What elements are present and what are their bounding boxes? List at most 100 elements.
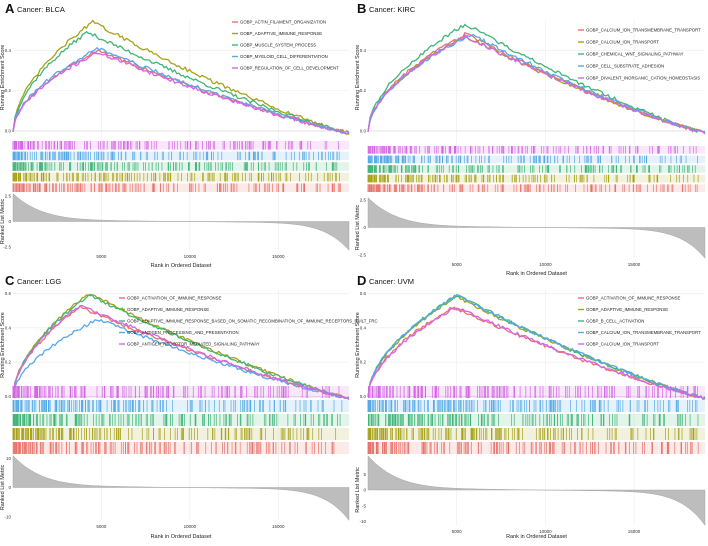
y-tick-label: 0.0	[360, 394, 367, 399]
y-tick-label: 0.6	[5, 291, 12, 296]
y-tick-label: 0.2	[5, 88, 12, 93]
es-curve	[12, 305, 350, 400]
y-axis-label: Running Enrichment Score	[0, 312, 6, 378]
panel-letter: A	[5, 1, 15, 16]
legend-label: GOBP_CALCIUM_ION_TRANSPORT	[586, 40, 659, 45]
x-tick-label: 10000	[539, 262, 552, 267]
y-tick-label: 0.2	[360, 88, 367, 93]
hit-strip-bg	[368, 386, 705, 398]
x-axis-label: Rank in Ordered Dataset	[506, 271, 567, 277]
metric-tick-label: 0	[8, 219, 11, 224]
y-tick-label: 0.2	[5, 360, 12, 365]
metric-axis-label: Ranked List Metric	[0, 464, 6, 510]
metric-tick-label: -2.5	[358, 252, 366, 257]
x-tick-label: 15000	[272, 254, 285, 259]
hit-strip-bg	[13, 162, 349, 171]
ranked-metric-area	[12, 193, 350, 251]
metric-axis-label: Ranked List Metric	[355, 204, 361, 250]
es-curve	[12, 293, 350, 401]
legend-label: GOBP_ADAPTIVE_IMMUNE_RESPONSE	[127, 307, 209, 312]
hit-strip-bg	[368, 174, 705, 183]
es-curve	[12, 30, 350, 135]
legend-label: GOBP_CHEMICAL_WNT_SIGNALING_PATHWAY	[586, 52, 684, 57]
y-tick-label: 0.4	[5, 48, 12, 53]
x-tick-label: 5000	[96, 254, 107, 259]
metric-axis-label: Ranked List Metric	[355, 467, 361, 513]
legend-label: GOBP_MYELOID_CELL_DIFFERENTIATION	[240, 54, 328, 59]
panel-title: Cancer: UVM	[369, 277, 414, 286]
y-tick-label: 0.4	[360, 48, 367, 53]
x-axis-label: Rank in Ordered Dataset	[506, 534, 567, 540]
legend-label: GOBP_MUSCLE_SYSTEM_PROCESS	[240, 43, 316, 48]
panel-title: Cancer: LGG	[17, 277, 61, 286]
es-curve	[367, 307, 706, 401]
legend-label: GOBP_DIVALENT_INORGANIC_CATION_HOMEOSTAS…	[586, 76, 700, 81]
x-tick-label: 5000	[452, 529, 463, 534]
panel-d: D Cancer: UVM 0.0 0.2 0.4 0.6 Running Enrichme…	[355, 273, 706, 540]
x-tick-label: 10000	[184, 254, 197, 259]
es-curve	[12, 51, 350, 134]
metric-tick-label: 0	[363, 225, 366, 230]
es-curve	[12, 19, 350, 135]
panel-letter: B	[357, 1, 366, 16]
metric-tick-label: -5	[362, 503, 366, 508]
es-curve	[367, 33, 706, 135]
hit-strip-bg	[13, 151, 349, 161]
legend-label: GOBP_ANTIGEN_RECEPTOR_MEDIATED_SIGNALING…	[127, 342, 260, 347]
x-tick-label: 5000	[96, 524, 107, 529]
y-axis-label: Running Enrichment Score	[0, 45, 6, 111]
metric-tick-label: -10	[359, 519, 366, 524]
hit-strip-bg	[13, 183, 349, 192]
es-curve	[12, 48, 350, 135]
x-tick-label: 5000	[452, 262, 463, 267]
legend-label: GOBP_B_CELL_ACTIVATION	[586, 319, 644, 324]
hit-strip-bg	[13, 172, 349, 182]
es-curve	[367, 23, 706, 134]
es-curve	[12, 294, 350, 399]
panel-title: Cancer: KIRC	[369, 5, 416, 14]
legend-label: GOBP_CALCIUM_ION_TRANSPORT	[586, 342, 659, 347]
legend-label: GOBP_ACTIVATION_OF_IMMUNE_RESPONSE	[586, 296, 681, 301]
legend-label: GOBP_ADAPTIVE_IMMUNE_RESPONSE_BASED_ON_S…	[127, 319, 378, 324]
es-curve	[367, 293, 706, 401]
legend-label: GOBP_REGULATION_OF_CELL_DEVELOPMENT	[240, 66, 339, 71]
x-tick-label: 15000	[628, 262, 641, 267]
hit-strip-bg	[368, 146, 705, 154]
ranked-metric-area	[367, 455, 706, 527]
legend-label: GOBP_ACTIN_FILAMENT_ORGANIZATION	[240, 20, 326, 25]
y-tick-label: 0.0	[5, 394, 12, 399]
metric-axis-label: Ranked List Metric	[0, 198, 6, 244]
hit-strip-bg	[368, 165, 705, 173]
metric-tick-label: 2.5	[5, 193, 12, 198]
legend-label: GOBP_ADAPTIVE_IMMUNE_RESPONSE	[240, 31, 322, 36]
hit-strip-bg	[368, 400, 705, 412]
x-axis-label: Rank in Ordered Dataset	[151, 534, 212, 540]
metric-tick-label: 0	[8, 485, 11, 490]
y-tick-label: 0.0	[5, 128, 12, 133]
legend-label: GOBP_CALCIUM_ION_TRANSMEMBRANE_TRANSPORT	[586, 28, 701, 33]
hit-strip-bg	[13, 386, 349, 398]
legend-label: GOBP_CELL_SUBSTRATE_ADHESION	[586, 64, 664, 69]
legend-label: GOBP_ADAPTIVE_IMMUNE_RESPONSE	[586, 307, 668, 312]
legend-label: GOBP_ANTIGEN_PROCESSING_AND_PRESENTATION	[127, 330, 239, 335]
ranked-metric-area	[367, 197, 706, 259]
y-tick-label: 0.6	[360, 291, 367, 296]
legend-label: GOBP_CALCIUM_ION_TRANSMEMBRANE_TRANSPORT	[586, 330, 701, 335]
x-tick-label: 10000	[184, 524, 197, 529]
x-tick-label: 15000	[628, 529, 641, 534]
x-tick-label: 15000	[272, 524, 285, 529]
x-tick-label: 10000	[539, 529, 552, 534]
legend-label: GOBP_ACTIVATION_OF_IMMUNE_RESPONSE	[127, 296, 222, 301]
ranked-metric-area	[12, 455, 350, 521]
metric-tick-label: 2.5	[360, 198, 367, 203]
panel-title: Cancer: BLCA	[17, 5, 65, 14]
y-tick-label: 0.2	[360, 360, 367, 365]
y-axis-label: Running Enrichment Score	[355, 312, 361, 378]
x-axis-label: Rank in Ordered Dataset	[151, 263, 212, 269]
metric-tick-label: -10	[4, 514, 11, 519]
metric-tick-label: 10	[6, 456, 12, 461]
es-curve	[367, 33, 706, 133]
